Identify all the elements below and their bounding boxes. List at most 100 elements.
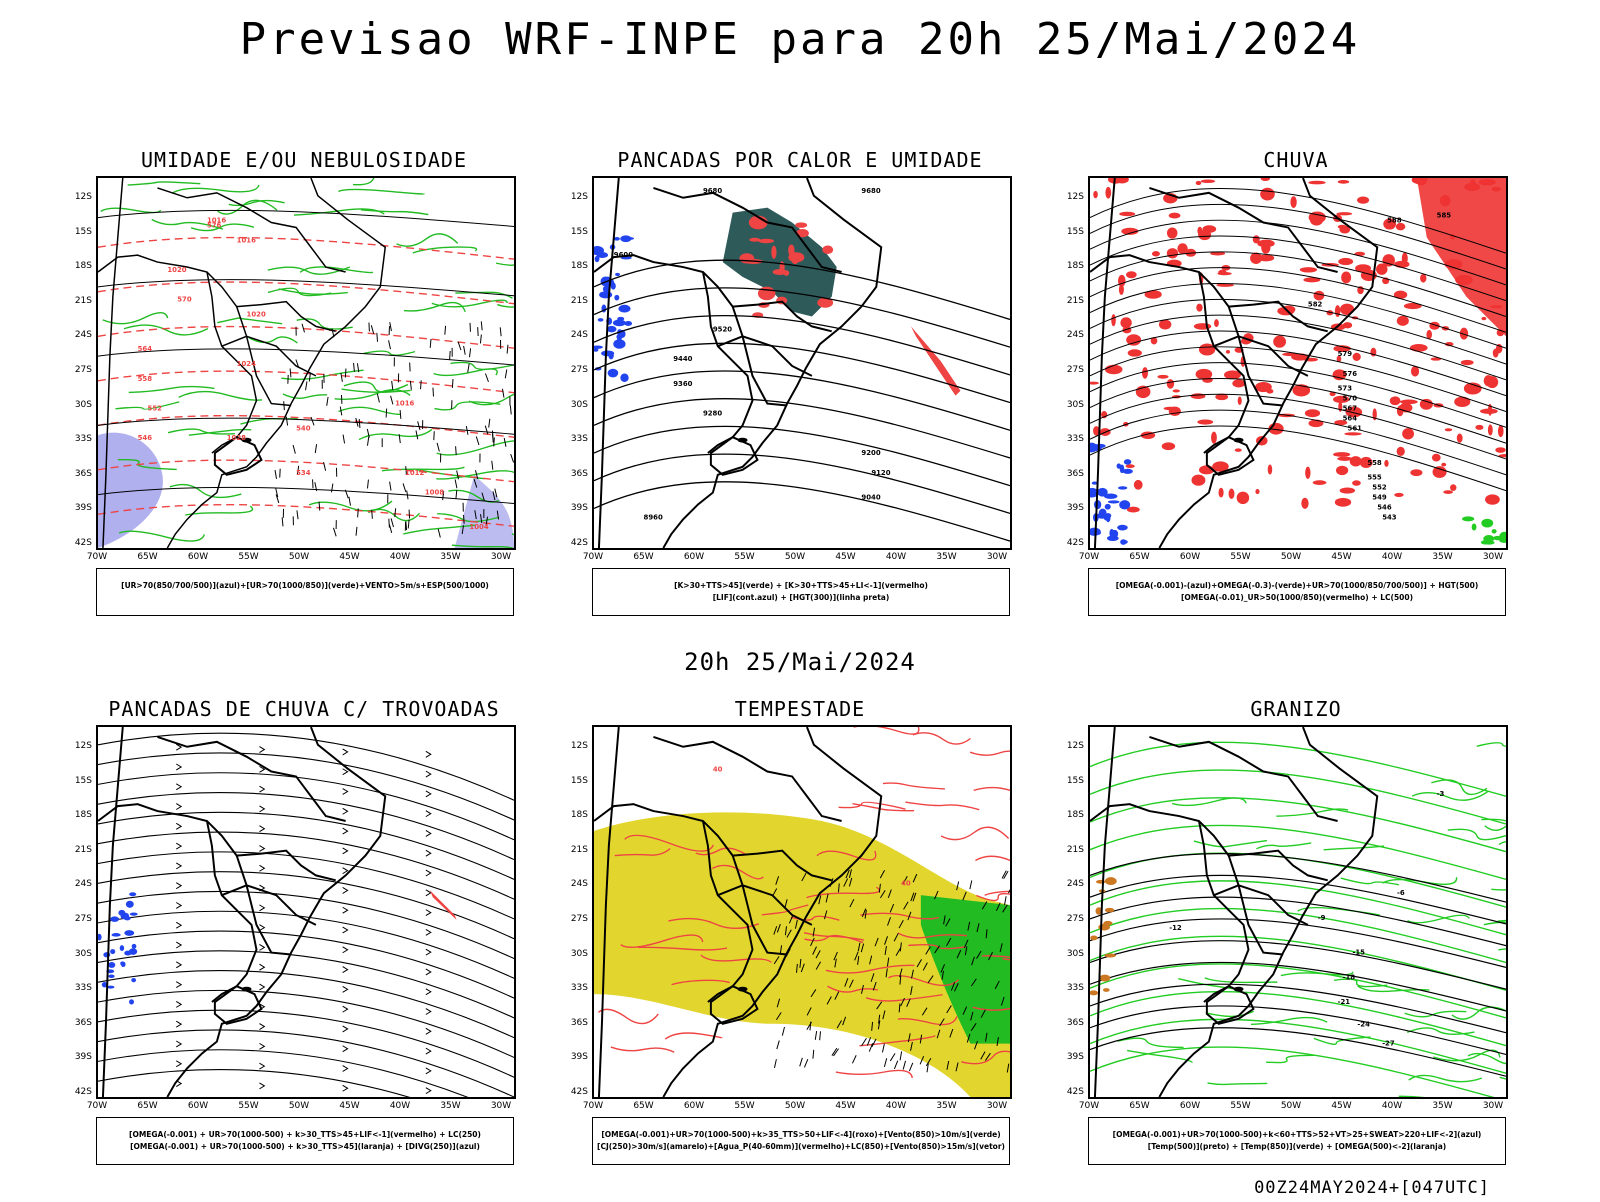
streamline — [98, 971, 514, 1038]
contour-label: 1028 — [227, 434, 246, 442]
shade-blob — [1450, 484, 1456, 491]
stream-arrow — [343, 769, 348, 775]
legend-line: [UR>70(850/700/500)](azul)+[UR>70(1000/8… — [97, 580, 513, 592]
streamline — [98, 990, 514, 1057]
shade-blob — [1235, 448, 1242, 451]
panel-title: PANCADAS POR CALOR E UMIDADE — [560, 148, 1040, 172]
lon-tick-label: 35W — [932, 552, 962, 562]
field-contour — [359, 429, 432, 439]
contour-label: 585 — [1437, 212, 1452, 220]
stream-arrow — [176, 922, 181, 928]
lat-tick-label: 33S — [64, 983, 92, 993]
shade-blob — [1119, 212, 1135, 216]
shade-blob — [1229, 489, 1235, 499]
lat-tick-label: 39S — [560, 503, 588, 513]
wind-vector — [455, 479, 457, 488]
lon-tick-label: 30W — [1478, 1101, 1508, 1111]
contour-label: 555 — [1367, 474, 1382, 482]
streamline — [98, 793, 514, 860]
wind-vector — [445, 326, 446, 335]
field-contour — [170, 485, 241, 498]
shade-blob — [1443, 490, 1453, 494]
streamline — [98, 753, 514, 820]
shade-blob — [1310, 215, 1323, 225]
lat-tick-label: 18S — [64, 810, 92, 820]
lon-tick-label: 40W — [881, 552, 911, 562]
contour-label: -9 — [1318, 914, 1326, 922]
legend-box: [OMEGA(-0.001)+UR>70(1000-500)+k<60+TTS>… — [1088, 1117, 1506, 1165]
stream-arrow — [259, 1083, 264, 1089]
map-granizo[interactable]: -3-6-9-12-15-18-21-24-27 — [1088, 725, 1508, 1099]
shade-blob — [98, 934, 102, 941]
stream-arrow — [343, 927, 348, 933]
shade-blob — [620, 374, 628, 382]
field-contour — [338, 189, 423, 193]
shade-blob — [1105, 513, 1111, 518]
shade-blob — [1105, 877, 1117, 885]
lon-tick-label: 70W — [578, 552, 608, 562]
field-contour — [268, 288, 331, 295]
contour-label: 1020 — [167, 266, 186, 274]
shade-blob — [1420, 274, 1426, 283]
shade-blob — [598, 318, 604, 321]
stream-arrow — [176, 784, 181, 790]
shade-blob — [129, 948, 137, 955]
shade-blob — [1341, 272, 1351, 284]
lat-tick-label: 21S — [560, 296, 588, 306]
contour-label: 9680 — [861, 187, 880, 195]
border-line — [1159, 727, 1377, 1097]
border-line — [157, 737, 345, 821]
shade-blob — [596, 252, 608, 258]
wind-vector — [458, 342, 461, 350]
contour-label: 564 — [1343, 414, 1358, 422]
wind-vector — [367, 480, 368, 489]
stream-arrow — [259, 846, 264, 852]
legend-box: [OMEGA(-0.001)+UR>70(1000-500)+k>35_TTS>… — [592, 1117, 1010, 1165]
border-line — [653, 737, 841, 821]
wind-vector — [502, 389, 503, 398]
legend-line: [Temp(500)](preto) + [Temp(850)](verde) … — [1089, 1141, 1505, 1153]
field-contour — [905, 802, 979, 810]
field-contour — [1412, 791, 1488, 800]
shade-blob — [1290, 196, 1296, 208]
contour-label: 1024 — [237, 360, 256, 368]
stream-arrow — [259, 747, 264, 753]
streamline — [98, 911, 514, 978]
shade-blob — [129, 999, 134, 1004]
field-contour — [970, 751, 1010, 759]
wind-vector — [324, 462, 326, 471]
lat-tick-label: 30S — [560, 949, 588, 959]
wind-vector — [356, 527, 357, 536]
map-trovoadas[interactable] — [96, 725, 516, 1099]
shade-blob — [608, 369, 619, 378]
shade-blob — [1202, 225, 1216, 233]
shade-blob — [1492, 529, 1497, 533]
lon-tick-label: 55W — [234, 552, 264, 562]
lon-tick-label: 55W — [730, 552, 760, 562]
contour-label: -27 — [1382, 1040, 1395, 1048]
contour-group — [98, 210, 514, 503]
shade-blob — [1122, 469, 1132, 474]
field-contour — [1207, 1083, 1267, 1084]
contour-label: 567 — [1343, 404, 1358, 412]
field-contour — [1491, 881, 1506, 890]
field-contour — [1324, 846, 1384, 850]
shade-blob — [1397, 316, 1409, 326]
shade-blob — [1191, 475, 1205, 486]
wind-vector — [416, 430, 418, 439]
shade-blob — [776, 297, 787, 305]
shade-blob — [1305, 467, 1310, 479]
lon-tick-label: 50W — [284, 552, 314, 562]
wind-vector — [782, 1027, 784, 1036]
lon-tick-label: 45W — [831, 552, 861, 562]
shade-blob — [1268, 464, 1272, 474]
contour-line — [594, 454, 1010, 513]
lon-tick-label: 40W — [385, 552, 415, 562]
shade-blob — [1495, 447, 1505, 453]
contour-line — [594, 482, 1010, 541]
contour-label: -21 — [1338, 998, 1351, 1006]
